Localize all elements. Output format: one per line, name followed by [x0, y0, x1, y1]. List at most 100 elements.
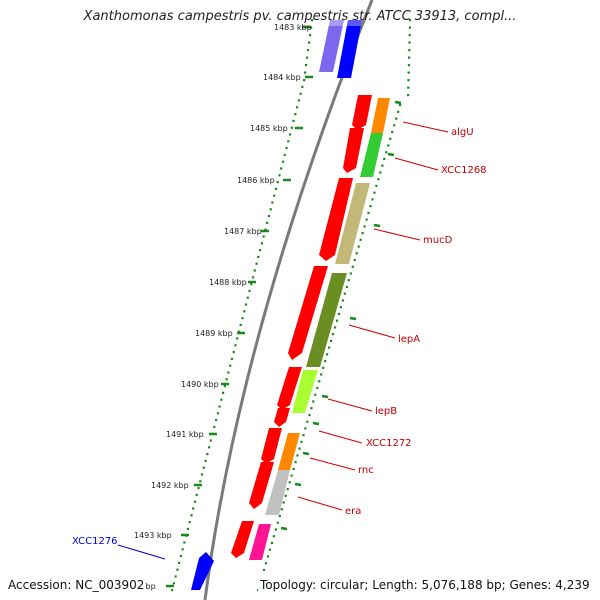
guide-dot: [296, 454, 299, 457]
guide-dot: [193, 500, 197, 503]
guide-dot: [260, 242, 263, 245]
gene-label-lepB[interactable]: lepB: [375, 406, 397, 417]
guide-dot: [282, 501, 285, 504]
guide-dot: [250, 283, 253, 286]
guide-dot: [379, 171, 382, 174]
guide-dot: [387, 144, 390, 147]
gene-label-XCC1268[interactable]: XCC1268: [441, 165, 487, 176]
guide-dot: [292, 467, 295, 470]
guide-dot: [253, 269, 256, 272]
guide-dot: [300, 440, 303, 443]
guide-dot: [296, 106, 299, 109]
guide-dot: [206, 453, 209, 456]
guide-dot: [283, 153, 286, 156]
guide-dot: [266, 221, 269, 224]
tick-label: 1484 kbp: [263, 73, 301, 82]
guide-dot: [322, 366, 325, 369]
guide-dot: [204, 459, 207, 462]
guide-dot: [397, 110, 400, 113]
guide-dot: [306, 420, 309, 423]
guide-dot: [276, 181, 279, 184]
guide-dot: [195, 493, 198, 496]
guide-dot: [209, 439, 212, 442]
guide-dot: [318, 380, 321, 383]
cds-arrow: [277, 367, 302, 410]
guide-dot: [292, 119, 295, 122]
guide-dot: [298, 447, 301, 450]
tick-label: 1491 kbp: [166, 430, 204, 439]
guide-dot: [399, 104, 402, 107]
guide-dot: [246, 296, 249, 299]
cds-arrow: [352, 95, 372, 130]
gene-label-lepA[interactable]: lepA: [398, 334, 420, 345]
accession-text: Accession: NC_003902: [6, 575, 147, 595]
tick-label: 1492 kbp: [151, 481, 189, 490]
guide-dot: [218, 405, 221, 408]
guide-dot: [361, 232, 364, 235]
guide-dot: [302, 434, 305, 437]
tick-label: 1485 kbp: [250, 124, 288, 133]
guide-dot: [365, 218, 368, 221]
guide-dot: [273, 194, 276, 197]
guide-dot: [407, 64, 410, 67]
guide-dot: [303, 79, 306, 82]
gene-XCC1268-block: [360, 133, 383, 177]
guide-dot: [172, 582, 175, 585]
guide-dot: [176, 568, 179, 571]
guide-dot: [241, 317, 244, 320]
guide-dot: [330, 339, 333, 342]
gene-label-era[interactable]: era: [345, 506, 361, 517]
guide-dot: [304, 427, 307, 430]
gene-label-XCC1276[interactable]: XCC1276: [72, 536, 118, 547]
genome-summary-text: Topology: circular; Length: 5,076,188 bp…: [258, 575, 592, 595]
gene-label-algU[interactable]: algU: [451, 127, 474, 138]
guide-dot: [280, 167, 283, 170]
guide-dot: [351, 265, 354, 268]
guide-dot: [381, 164, 384, 167]
guide-dot: [262, 568, 266, 571]
cds-arrow: [249, 462, 274, 509]
gene-label-rnc[interactable]: rnc: [358, 465, 374, 476]
guide-dot: [183, 541, 186, 544]
guide-dot: [310, 407, 313, 410]
guide-dot: [290, 474, 293, 477]
guide-dot: [276, 521, 279, 524]
guide-dot: [371, 198, 374, 201]
gene-XCC1272-block: [278, 433, 300, 470]
dotted-guides: [171, 19, 412, 592]
guide-dot: [408, 49, 411, 52]
label-leader-lines: [117, 121, 449, 560]
gene-algU-block: [371, 98, 390, 133]
guide-dot: [243, 310, 246, 313]
guide-dot: [347, 279, 350, 282]
gene-label-mucD[interactable]: mucD: [423, 235, 453, 246]
gene-era-block: [249, 524, 271, 560]
guide-dot: [310, 26, 313, 29]
guide-dot: [407, 94, 410, 97]
guide-dot: [385, 151, 388, 154]
guide-dot: [285, 147, 288, 150]
cds-arrow: [261, 428, 282, 464]
guide-dot: [264, 228, 267, 231]
guide-dot: [320, 373, 323, 376]
tick-label: 1493 kbp: [134, 531, 172, 540]
guide-dot: [181, 548, 184, 551]
guide-dot: [262, 235, 265, 238]
guide-dot: [377, 178, 380, 181]
guide-dot: [408, 26, 411, 29]
guide-dot: [288, 481, 291, 484]
guide-dot: [395, 117, 398, 120]
gene-label-XCC1272[interactable]: XCC1272: [366, 438, 412, 449]
guide-dot: [304, 71, 307, 74]
guide-dot: [266, 555, 270, 558]
tick-label: 1486 kbp: [237, 176, 275, 185]
guide-dot: [331, 333, 335, 336]
guide-dot: [308, 41, 311, 44]
guide-dot: [333, 326, 337, 329]
guide-dot: [239, 323, 242, 326]
guide-dot: [326, 353, 329, 356]
guide-dot: [308, 413, 311, 417]
cds-arrow: [274, 408, 290, 427]
cds-arrow: [231, 521, 254, 558]
